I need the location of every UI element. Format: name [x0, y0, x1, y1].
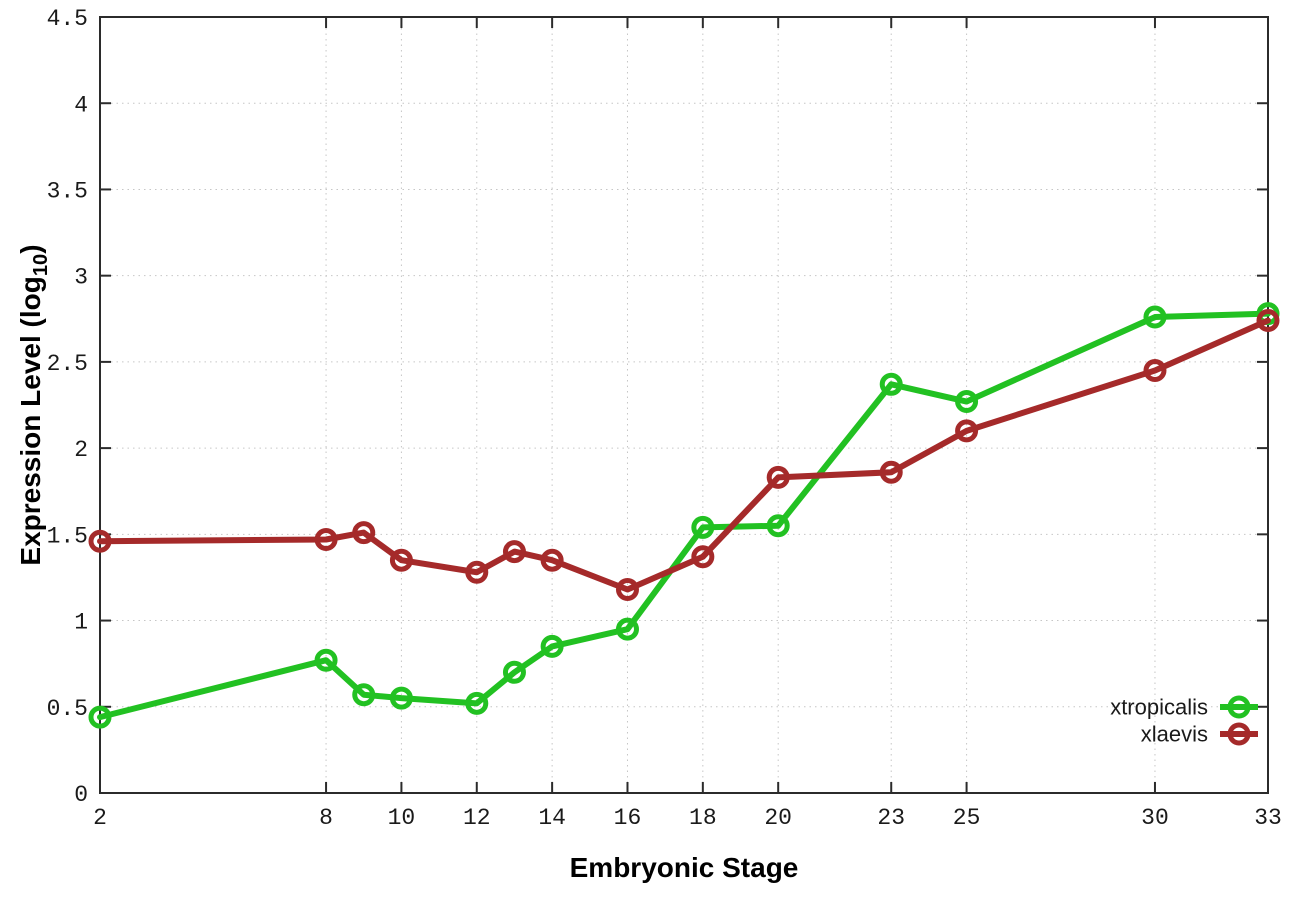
y-tick-label: 4 — [74, 92, 88, 118]
legend-label-xlaevis: xlaevis — [1141, 722, 1208, 747]
marker-xtropicalis — [465, 691, 489, 715]
marker-xtropicalis — [1143, 305, 1167, 329]
x-tick-label: 16 — [614, 805, 642, 831]
y-tick-label: 0 — [74, 782, 88, 808]
marker-xtropicalis — [389, 686, 413, 710]
marker-xtropicalis — [540, 634, 564, 658]
marker-xtropicalis — [314, 648, 338, 672]
marker-xtropicalis — [879, 372, 903, 396]
marker-xlaevis — [540, 548, 564, 572]
marker-xlaevis — [691, 545, 715, 569]
marker-xlaevis — [955, 419, 979, 443]
marker-xlaevis — [389, 548, 413, 572]
marker-xtropicalis — [766, 514, 790, 538]
y-tick-label: 0.5 — [47, 696, 88, 722]
x-tick-label: 23 — [877, 805, 905, 831]
x-tick-label: 33 — [1254, 805, 1282, 831]
x-tick-label: 10 — [388, 805, 416, 831]
legend-label-xtropicalis: xtropicalis — [1110, 695, 1208, 720]
y-axis-title-subscript: 10 — [29, 253, 52, 277]
marker-xlaevis — [879, 460, 903, 484]
y-tick-label: 2 — [74, 437, 88, 463]
y-tick-label: 1 — [74, 610, 88, 636]
marker-xtropicalis — [88, 705, 112, 729]
marker-xlaevis — [1143, 359, 1167, 383]
marker-xlaevis — [766, 465, 790, 489]
legend-marker-xtropicalis — [1227, 695, 1251, 719]
marker-xtropicalis — [955, 390, 979, 414]
x-tick-label: 12 — [463, 805, 491, 831]
y-tick-label: 2.5 — [47, 351, 88, 377]
x-tick-label: 8 — [319, 805, 333, 831]
y-axis-title-prefix: Expression Level (log — [15, 276, 47, 566]
marker-xlaevis — [465, 560, 489, 584]
x-tick-label: 20 — [764, 805, 792, 831]
marker-xtropicalis — [691, 515, 715, 539]
marker-xtropicalis — [615, 617, 639, 641]
y-axis-title: Expression Level (log10) — [15, 244, 53, 565]
marker-xlaevis — [1256, 309, 1280, 333]
y-tick-label: 4.5 — [47, 6, 88, 32]
y-tick-label: 3 — [74, 265, 88, 291]
x-tick-label: 25 — [953, 805, 981, 831]
marker-xtropicalis — [352, 683, 376, 707]
marker-xlaevis — [88, 529, 112, 553]
legend-marker-xlaevis — [1227, 722, 1251, 746]
marker-xlaevis — [615, 578, 639, 602]
series-line-xtropicalis — [97, 310, 1271, 721]
marker-xlaevis — [352, 521, 376, 545]
x-axis-title: Embryonic Stage — [569, 852, 799, 883]
plot-border — [99, 16, 1269, 794]
x-tick-label: 18 — [689, 805, 717, 831]
marker-xlaevis — [502, 540, 526, 564]
y-tick-label: 3.5 — [47, 178, 88, 204]
marker-xlaevis — [314, 528, 338, 552]
y-tick-label: 1.5 — [47, 523, 88, 549]
y-axis-title-suffix: ) — [15, 244, 47, 254]
x-tick-label: 14 — [538, 805, 566, 831]
marker-xtropicalis — [502, 660, 526, 684]
x-tick-label: 30 — [1141, 805, 1169, 831]
x-tick-label: 2 — [93, 805, 107, 831]
